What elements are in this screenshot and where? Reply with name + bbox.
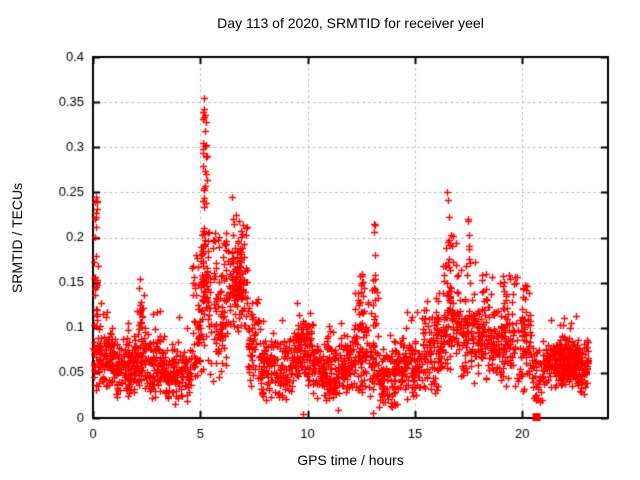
y-axis-label: SRMTID / TECUs bbox=[9, 182, 25, 294]
x-axis-label: GPS time / hours bbox=[297, 452, 404, 468]
chart-title: Day 113 of 2020, SRMTID for receiver yee… bbox=[217, 15, 484, 31]
